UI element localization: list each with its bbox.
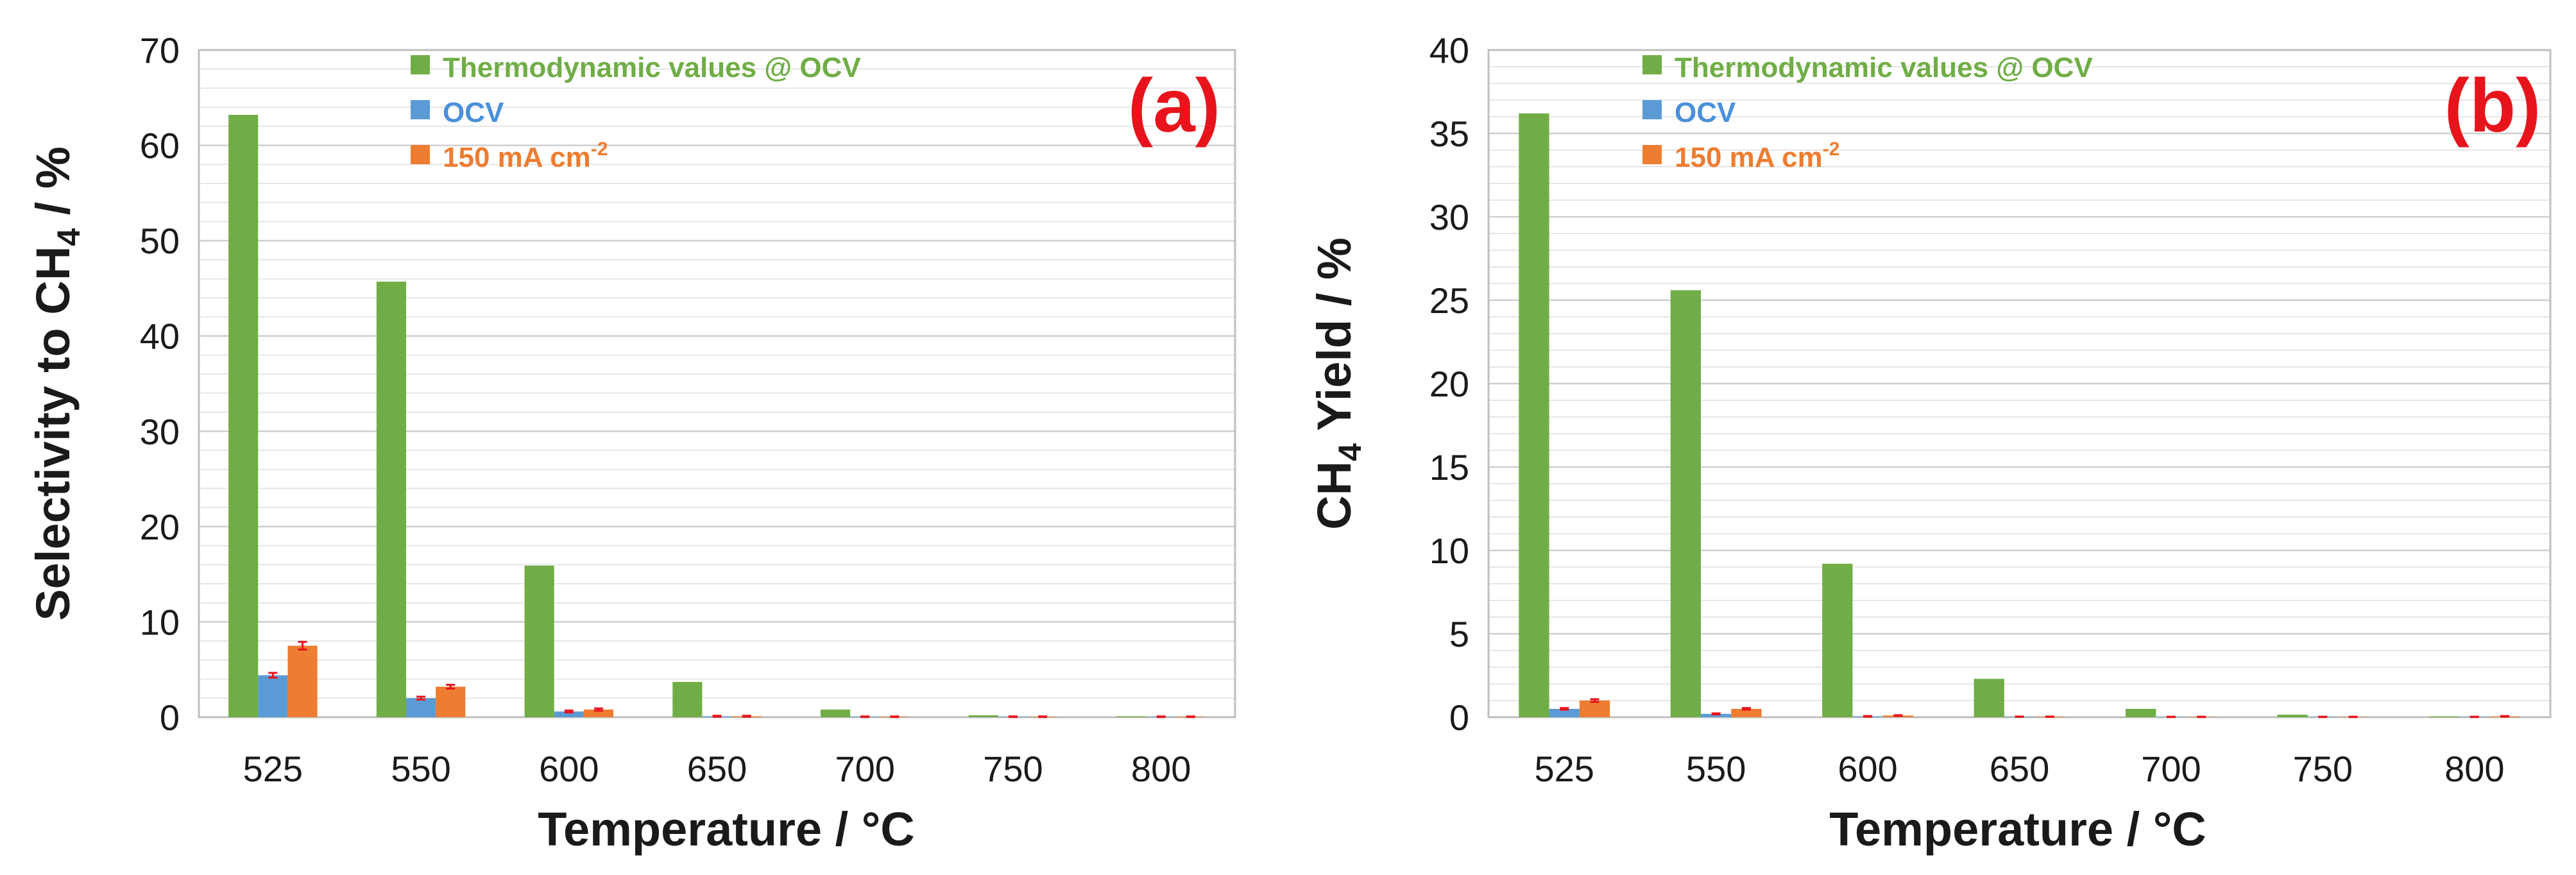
- x-tick-label: 600: [539, 749, 599, 789]
- legend-label: OCV: [1675, 97, 1736, 128]
- plot-frame: [198, 49, 1236, 718]
- x-tick-label: 650: [1990, 749, 2049, 789]
- legend-label: Thermodynamic values @ OCV: [443, 52, 861, 83]
- legend-label: 150 mA cm-2: [443, 139, 608, 173]
- bar-ocv-525: [1549, 709, 1580, 717]
- y-tick-label: 30: [1429, 197, 1469, 237]
- bar-ocv-525: [258, 675, 288, 717]
- y-tick-label: 60: [140, 126, 180, 166]
- bar-150-550: [436, 686, 466, 717]
- y-tick-label: 25: [1429, 280, 1469, 321]
- bar-thermodynamic-550: [1670, 290, 1701, 717]
- chart-panel-1: 0 10 20 30 40 50 60 70 525 550 600 650 700 750 800 Temp…: [26, 30, 1236, 856]
- panel-label: (a): [1128, 64, 1220, 148]
- bar-thermodynamic-525: [228, 115, 259, 717]
- bar-thermodynamic-700: [821, 709, 851, 717]
- y-tick-label: 0: [1449, 697, 1469, 738]
- bar-ocv-600: [554, 711, 584, 717]
- bar-thermodynamic-525: [1519, 113, 1549, 718]
- y-tick-label: 15: [1429, 447, 1469, 488]
- y-tick-label: 5: [1449, 614, 1469, 654]
- bar-thermodynamic-750: [2277, 715, 2308, 717]
- legend-label: 150 mA cm-2: [1675, 139, 1839, 173]
- x-tick-label: 700: [2141, 749, 2201, 789]
- bar-thermodynamic-550: [376, 282, 406, 717]
- x-tick-label: 700: [835, 749, 894, 789]
- legend-label: Thermodynamic values @ OCV: [1675, 52, 2093, 83]
- x-tick-label: 525: [243, 749, 303, 789]
- y-axis-title: CH4 Yield / %: [1308, 237, 1368, 530]
- legend-swatch: [1642, 55, 1662, 74]
- x-tick-label: 650: [687, 749, 747, 789]
- bar-thermodynamic-600: [1822, 563, 1853, 717]
- y-tick-label: 70: [140, 30, 180, 71]
- x-axis-title: Temperature / °C: [538, 803, 914, 856]
- y-tick-label: 50: [140, 221, 180, 261]
- bar-150-600: [583, 709, 613, 717]
- x-tick-label: 750: [983, 749, 1043, 789]
- x-tick-label: 750: [2293, 749, 2353, 789]
- x-tick-label: 800: [1131, 749, 1191, 789]
- chart-panel-2: 0 5 10 15 20 25 30 35 40 525 550 600 650 700 750 800 Tem…: [1308, 30, 2552, 856]
- legend-swatch: [411, 100, 430, 119]
- y-tick-label: 20: [1429, 364, 1469, 404]
- x-tick-label: 550: [1686, 749, 1746, 789]
- bar-150-525: [1579, 701, 1610, 717]
- x-tick-label: 800: [2444, 749, 2504, 789]
- bar-thermodynamic-750: [968, 715, 998, 717]
- bar-150-525: [287, 645, 318, 717]
- y-tick-label: 20: [140, 507, 180, 547]
- bar-ocv-550: [1701, 713, 1732, 717]
- y-tick-label: 10: [140, 602, 180, 642]
- y-tick-label: 40: [140, 316, 180, 357]
- legend-swatch: [411, 55, 430, 74]
- x-axis-title: Temperature / °C: [1829, 803, 2206, 856]
- y-tick-label: 40: [1429, 30, 1469, 71]
- x-tick-label: 550: [391, 749, 450, 789]
- bar-thermodynamic-650: [1974, 679, 2004, 717]
- legend-swatch: [1642, 100, 1662, 119]
- y-tick-label: 10: [1429, 531, 1469, 571]
- legend-swatch: [411, 145, 430, 164]
- x-tick-label: 525: [1534, 749, 1594, 789]
- y-tick-label: 30: [140, 411, 180, 452]
- y-tick-label: 35: [1429, 114, 1469, 154]
- x-tick-label: 600: [1838, 749, 1897, 789]
- panel-label: (b): [2444, 64, 2541, 148]
- y-tick-label: 0: [160, 697, 180, 738]
- legend-label: OCV: [443, 97, 504, 128]
- y-axis-title: Selectivity to CH4 / %: [26, 146, 87, 620]
- bar-thermodynamic-650: [672, 682, 703, 717]
- bar-thermodynamic-700: [2126, 709, 2156, 717]
- bar-150-550: [1731, 709, 1762, 717]
- legend-swatch: [1642, 145, 1662, 164]
- bar-thermodynamic-600: [524, 565, 554, 717]
- bar-ocv-550: [406, 698, 436, 717]
